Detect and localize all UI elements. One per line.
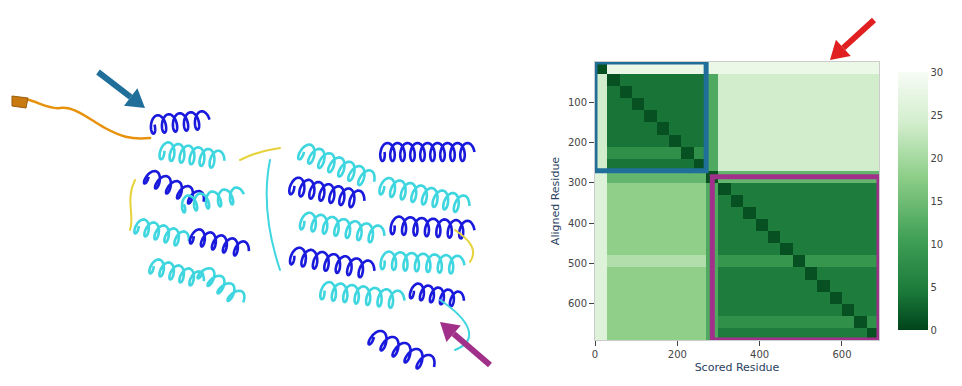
svg-text:0: 0 (931, 325, 937, 336)
svg-text:400: 400 (750, 349, 769, 360)
svg-text:300: 300 (568, 177, 587, 188)
svg-text:600: 600 (568, 298, 587, 309)
svg-text:15: 15 (931, 196, 944, 207)
svg-text:5: 5 (931, 282, 937, 293)
svg-text:25: 25 (931, 110, 944, 121)
svg-text:200: 200 (668, 349, 687, 360)
svg-text:Aligned Residue: Aligned Residue (549, 157, 562, 245)
svg-text:30: 30 (931, 67, 944, 78)
svg-text:Scored Residue: Scored Residue (695, 361, 780, 374)
svg-text:200: 200 (568, 137, 587, 148)
svg-text:400: 400 (568, 218, 587, 229)
svg-text:20: 20 (931, 153, 944, 164)
svg-text:10: 10 (931, 239, 944, 250)
svg-text:100: 100 (568, 97, 587, 108)
svg-text:500: 500 (568, 258, 587, 269)
svg-text:0: 0 (592, 349, 598, 360)
svg-text:600: 600 (832, 349, 851, 360)
